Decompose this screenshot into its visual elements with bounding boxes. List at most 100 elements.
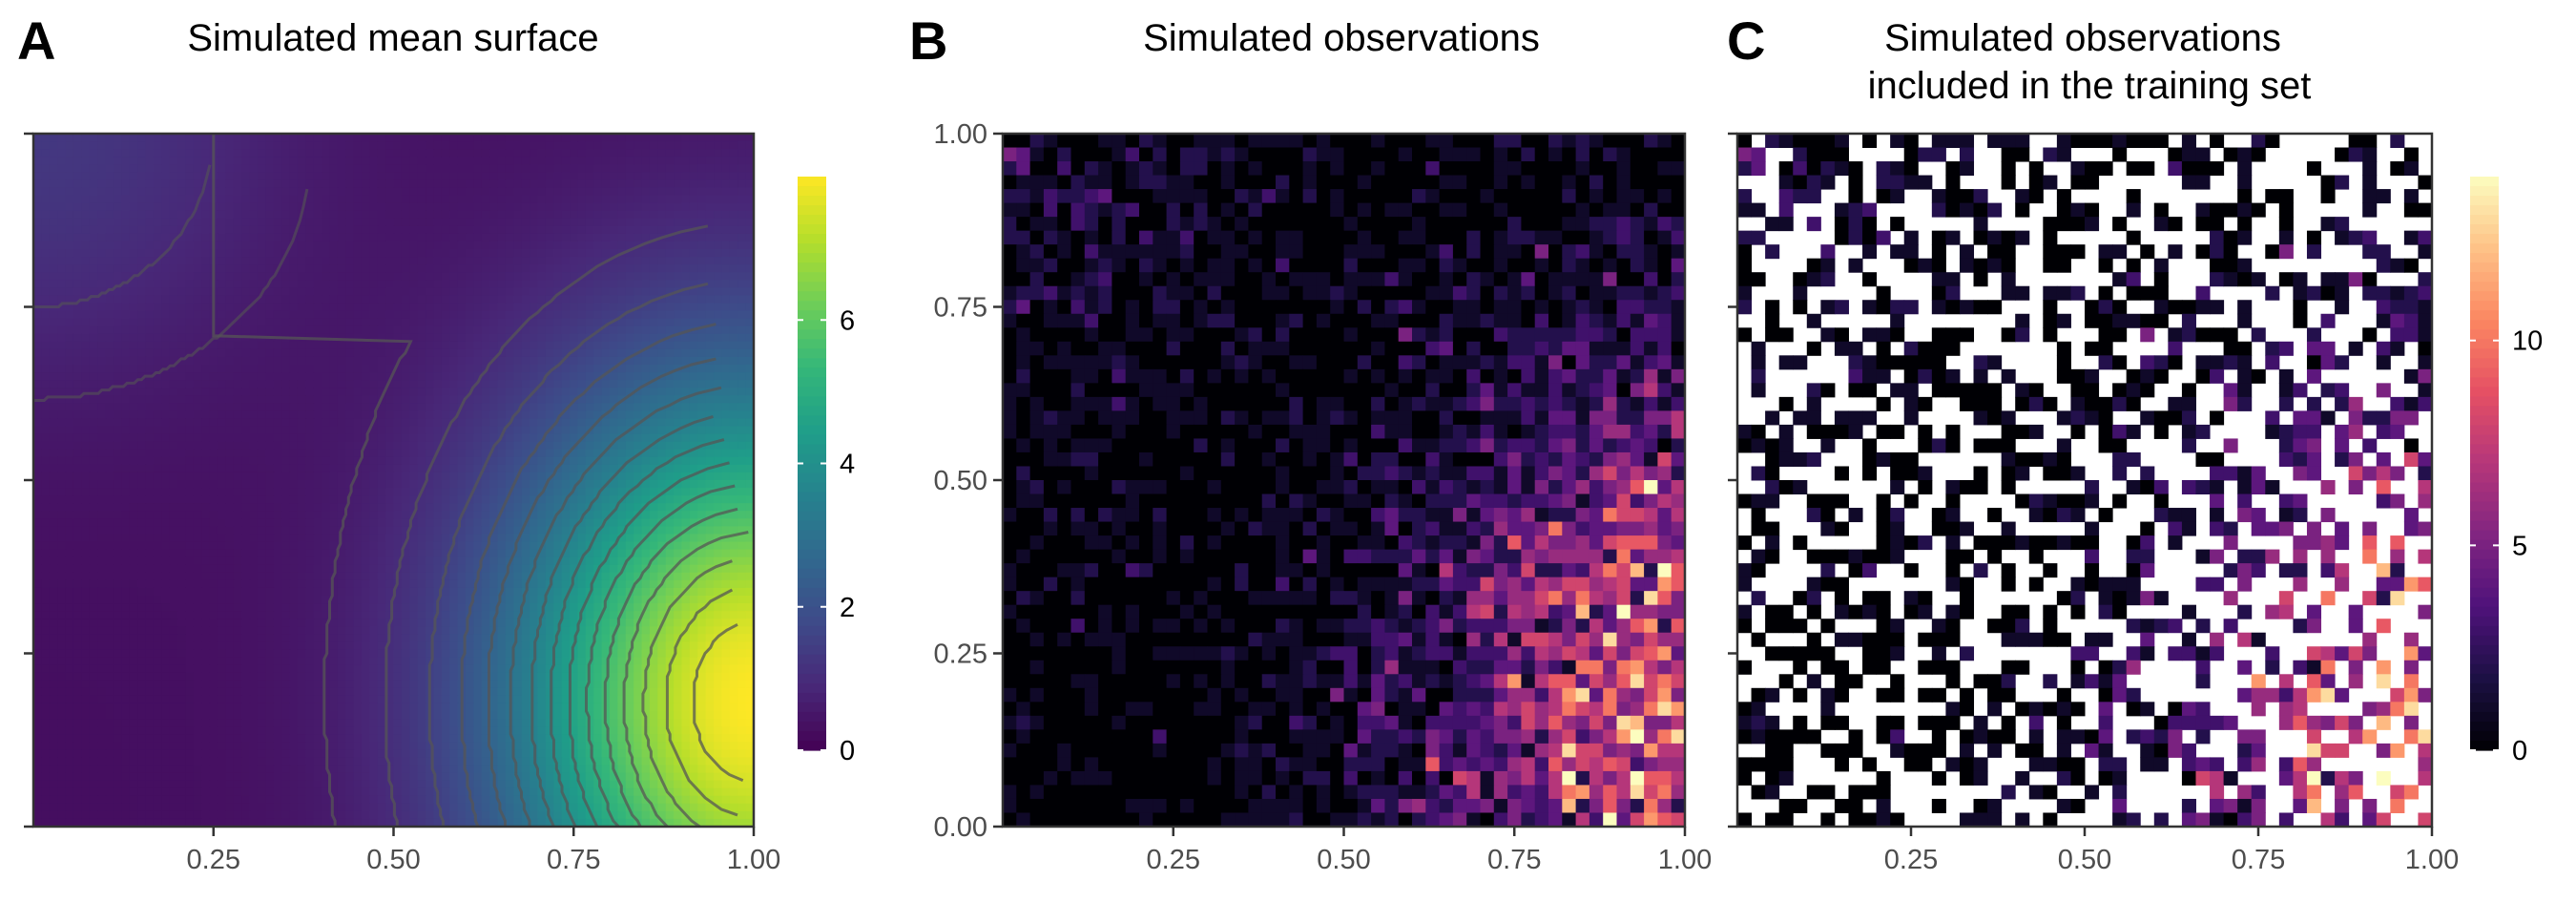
surface-cell bbox=[177, 233, 186, 242]
surface-cell bbox=[361, 333, 370, 343]
surface-cell bbox=[681, 418, 691, 428]
surface-cell bbox=[153, 365, 162, 373]
surface-cell bbox=[585, 149, 594, 157]
surface-cell bbox=[153, 195, 162, 204]
surface-cell bbox=[113, 310, 122, 320]
surface-cell bbox=[610, 225, 618, 235]
surface-cell bbox=[89, 318, 98, 327]
surface-cell bbox=[457, 464, 467, 473]
surface-cell bbox=[281, 518, 291, 527]
surface-cell bbox=[681, 480, 691, 489]
surface-cell bbox=[393, 503, 403, 512]
surface-cell bbox=[73, 433, 82, 443]
surface-cell bbox=[73, 172, 82, 180]
surface-cell bbox=[617, 488, 627, 496]
surface-cell bbox=[537, 348, 547, 358]
surface-cell bbox=[81, 518, 91, 527]
surface-cell bbox=[649, 418, 658, 428]
surface-cell bbox=[634, 503, 643, 512]
surface-cell bbox=[433, 179, 443, 189]
surface-cell bbox=[65, 395, 74, 404]
surface-cell bbox=[49, 210, 58, 220]
surface-cell bbox=[169, 225, 178, 235]
surface-cell bbox=[601, 149, 611, 157]
surface-cell bbox=[729, 218, 738, 227]
surface-cell bbox=[337, 403, 346, 411]
surface-cell bbox=[649, 472, 658, 481]
surface-cell bbox=[729, 233, 738, 242]
surface-cell bbox=[145, 318, 155, 327]
surface-cell bbox=[225, 449, 235, 458]
surface-cell bbox=[426, 241, 435, 250]
surface-cell bbox=[305, 157, 315, 165]
surface-cell bbox=[449, 272, 459, 281]
surface-cell bbox=[721, 472, 731, 481]
surface-cell bbox=[657, 280, 667, 288]
surface-cell bbox=[657, 134, 667, 142]
surface-cell bbox=[689, 388, 698, 396]
surface-cell bbox=[585, 134, 594, 142]
surface-cell bbox=[41, 333, 51, 343]
surface-cell bbox=[105, 388, 114, 396]
surface-cell bbox=[225, 202, 235, 212]
surface-cell bbox=[65, 503, 74, 512]
surface-cell bbox=[537, 264, 547, 273]
surface-cell bbox=[737, 187, 747, 197]
surface-cell bbox=[489, 149, 499, 157]
surface-cell bbox=[281, 233, 291, 242]
surface-cell bbox=[449, 325, 459, 335]
surface-cell bbox=[705, 333, 715, 343]
surface-cell bbox=[129, 157, 138, 165]
surface-cell bbox=[401, 157, 410, 165]
surface-cell bbox=[377, 556, 386, 566]
surface-cell bbox=[489, 518, 499, 527]
surface-cell bbox=[249, 441, 259, 451]
surface-cell bbox=[426, 410, 435, 420]
surface-cell bbox=[457, 287, 467, 296]
surface-cell bbox=[481, 418, 490, 428]
surface-cell bbox=[289, 480, 299, 489]
surface-cell bbox=[617, 503, 627, 512]
surface-cell bbox=[649, 488, 658, 496]
surface-cell bbox=[657, 187, 667, 197]
surface-cell bbox=[745, 549, 755, 558]
surface-cell bbox=[57, 179, 67, 189]
surface-cell bbox=[513, 287, 523, 296]
surface-cell bbox=[617, 511, 627, 519]
surface-cell bbox=[41, 426, 51, 435]
surface-cell bbox=[121, 495, 131, 504]
surface-cell bbox=[337, 348, 346, 358]
surface-cell bbox=[721, 341, 731, 350]
surface-cell bbox=[322, 280, 330, 288]
surface-cell bbox=[393, 179, 403, 189]
surface-cell bbox=[473, 164, 483, 173]
surface-cell bbox=[530, 441, 539, 451]
surface-cell bbox=[745, 426, 755, 435]
surface-cell bbox=[745, 287, 755, 296]
surface-cell bbox=[49, 325, 58, 335]
surface-cell bbox=[649, 403, 658, 411]
surface-cell bbox=[249, 534, 259, 543]
surface-cell bbox=[570, 264, 579, 273]
surface-cell bbox=[665, 264, 675, 273]
surface-cell bbox=[426, 287, 435, 296]
surface-cell bbox=[97, 195, 107, 204]
surface-cell bbox=[577, 441, 587, 451]
surface-cell bbox=[729, 318, 738, 327]
surface-cell bbox=[721, 249, 731, 258]
surface-cell bbox=[705, 433, 715, 443]
surface-cell bbox=[466, 549, 474, 558]
surface-cell bbox=[257, 141, 266, 150]
surface-cell bbox=[553, 202, 563, 212]
surface-cell bbox=[634, 333, 643, 343]
surface-cell bbox=[129, 149, 138, 157]
surface-cell bbox=[257, 303, 266, 312]
surface-cell bbox=[417, 310, 426, 320]
surface-cell bbox=[313, 456, 322, 466]
surface-cell bbox=[481, 134, 490, 142]
surface-cell bbox=[161, 495, 171, 504]
surface-cell bbox=[537, 218, 547, 227]
surface-cell bbox=[521, 464, 530, 473]
surface-cell bbox=[441, 441, 450, 451]
surface-cell bbox=[97, 202, 107, 212]
